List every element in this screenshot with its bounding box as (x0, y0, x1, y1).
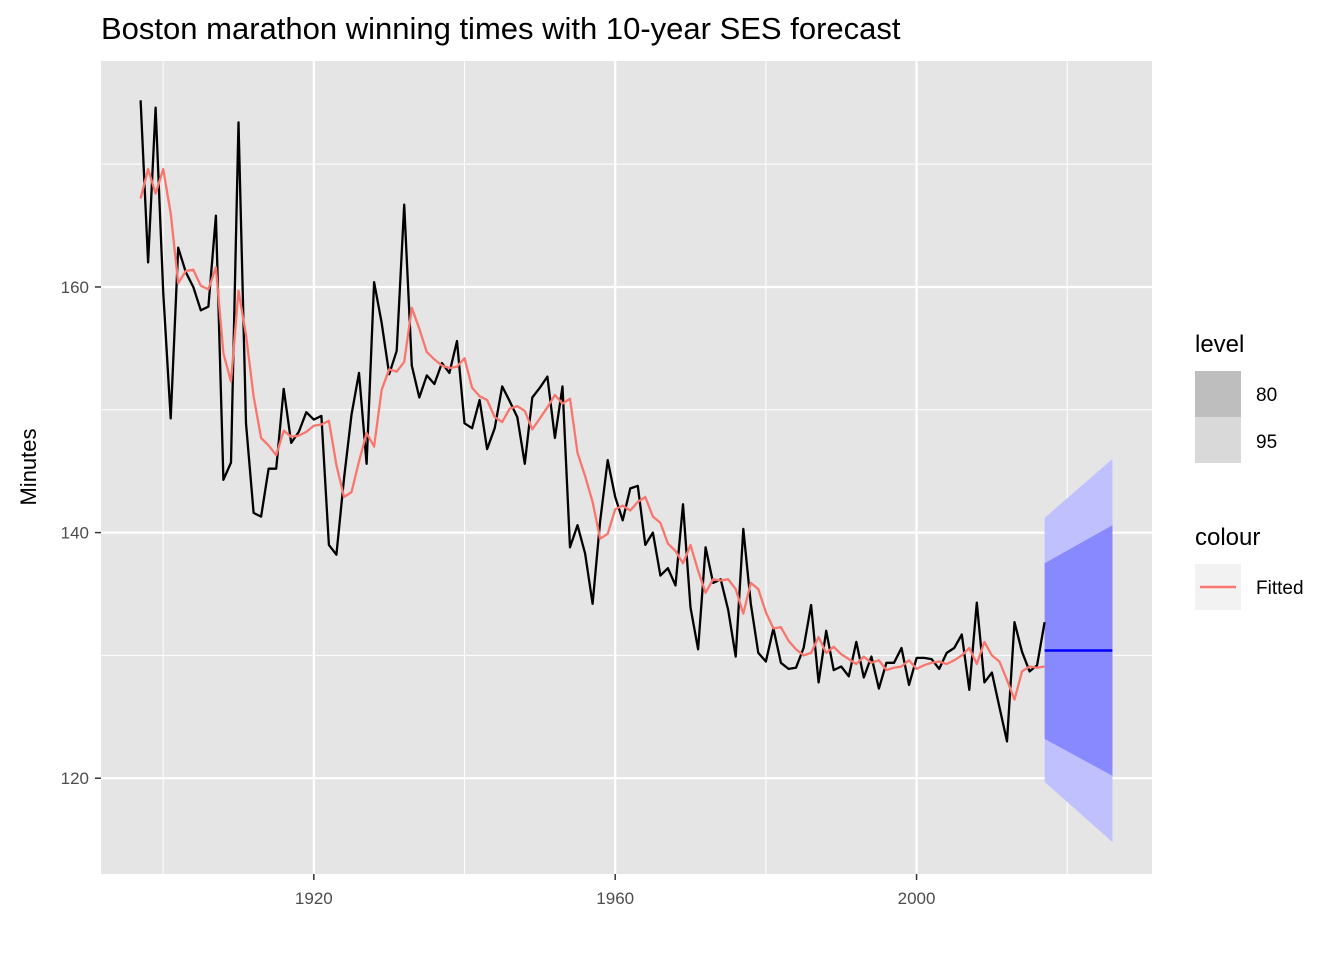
y-tick-label: 140 (61, 524, 89, 543)
y-tick-label: 160 (61, 278, 89, 297)
x-axis: 1920 1960 2000 (295, 874, 936, 908)
series-line-observed (139, 100, 1046, 743)
y-tick-label: 120 (61, 769, 89, 788)
x-tick-label: 1920 (295, 889, 333, 908)
legend-label-80: 80 (1256, 385, 1277, 406)
x-tick-label: 1960 (596, 889, 634, 908)
y-axis-label: Minutes (16, 428, 41, 505)
gridlines (101, 61, 1152, 874)
series-line-fitted (139, 167, 1045, 701)
series-lines (139, 100, 1113, 743)
y-axis: 120 140 160 (61, 278, 101, 788)
legend-label-fitted: Fitted (1256, 578, 1304, 599)
legend-swatch-95 (1195, 417, 1241, 463)
legend-colour-title: colour (1195, 524, 1260, 551)
x-tick-label: 2000 (898, 889, 936, 908)
chart-title: Boston marathon winning times with 10-ye… (101, 11, 901, 46)
legend-swatch-80 (1195, 371, 1241, 417)
legend-level-title: level (1195, 331, 1244, 358)
legend-label-95: 95 (1256, 432, 1277, 453)
legend-colour: colour Fitted (1195, 524, 1304, 610)
legend-level: level 80 95 (1195, 331, 1277, 463)
plot-panel (101, 61, 1152, 874)
